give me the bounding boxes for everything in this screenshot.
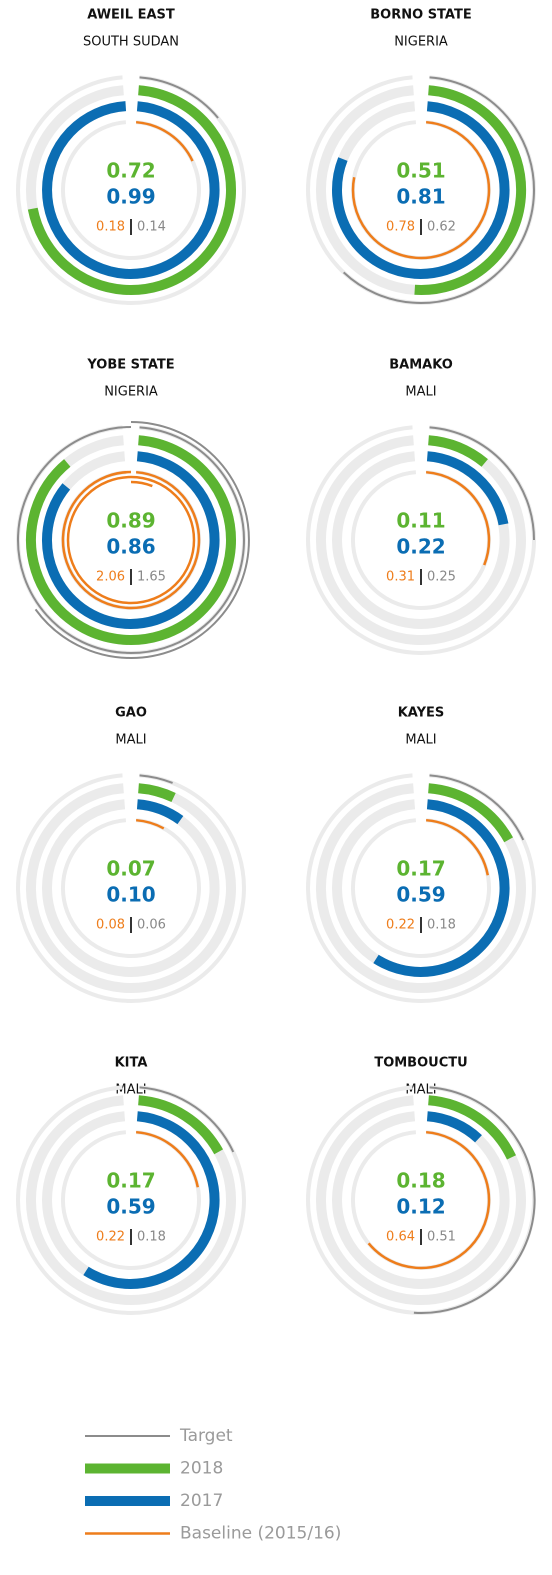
arc-target: [17, 421, 250, 660]
value-baseline: 2.06: [96, 570, 125, 585]
ring-background: [60, 818, 201, 958]
arc-target: [342, 76, 535, 305]
chart-title: YOBE STATE: [86, 358, 174, 373]
value-2017: 0.59: [106, 1195, 155, 1219]
arc-target: [139, 1086, 235, 1153]
arc-baseline: [426, 470, 491, 566]
ring-background: [25, 783, 236, 993]
value-2017: 0.81: [396, 185, 445, 209]
arc-baseline: [136, 120, 194, 162]
legend-label: Baseline (2015/16): [180, 1524, 341, 1544]
arc-target: [429, 774, 525, 841]
value-2017: 0.22: [396, 535, 445, 559]
arc-target: [413, 1086, 536, 1315]
value-baseline: 0.08: [96, 918, 125, 933]
value-2018: 0.17: [106, 1169, 155, 1193]
arc-2017: [332, 101, 510, 279]
ring-background: [16, 75, 246, 305]
chart-title: AWEIL EAST: [87, 8, 175, 23]
value-baseline: 0.78: [386, 220, 415, 235]
chart-subtitle: SOUTH SUDAN: [83, 35, 179, 50]
arc-2018: [26, 435, 236, 645]
arc-target: [139, 774, 173, 784]
arc-2017: [426, 451, 509, 526]
arc-2018: [27, 85, 236, 295]
value-2017: 0.59: [396, 883, 445, 907]
chart-subtitle: MALI: [115, 1083, 146, 1098]
value-2017: 0.10: [106, 883, 155, 907]
legend-label: 2018: [180, 1459, 223, 1479]
value-2017: 0.12: [396, 1195, 445, 1219]
arc-2017: [426, 1111, 482, 1143]
value-baseline: 0.22: [96, 1230, 125, 1245]
value-2018: 0.07: [106, 857, 155, 881]
value-target: 0.51: [427, 1230, 456, 1245]
value-2018: 0.72: [106, 159, 155, 183]
arc-baseline: [426, 818, 490, 876]
ring-background: [315, 435, 526, 645]
arc-target: [429, 426, 535, 541]
arc-2018: [414, 85, 527, 295]
value-target: 1.65: [137, 570, 166, 585]
ring-background: [42, 799, 220, 977]
chart-subtitle: MALI: [405, 733, 436, 748]
value-2018: 0.89: [106, 509, 155, 533]
value-2018: 0.18: [396, 1169, 445, 1193]
arc-2018: [428, 435, 488, 467]
arc-2018: [138, 1095, 224, 1155]
chart-title: BORNO STATE: [370, 8, 471, 23]
value-target: 0.14: [137, 220, 166, 235]
value-baseline: 0.18: [96, 220, 125, 235]
ring-background: [332, 1111, 510, 1289]
value-target: 0.25: [427, 570, 456, 585]
arc-baseline: [136, 1130, 200, 1188]
value-2018: 0.11: [396, 509, 445, 533]
chart-title: GAO: [115, 706, 147, 721]
value-2017: 0.99: [106, 185, 155, 209]
arc-2017: [42, 101, 220, 279]
arc-2017: [83, 1111, 220, 1289]
arc-2017: [136, 799, 184, 825]
chart-title: KITA: [115, 1056, 148, 1071]
value-2017: 0.86: [106, 535, 155, 559]
value-2018: 0.17: [396, 857, 445, 881]
value-target: 0.18: [427, 918, 456, 933]
arc-2018: [428, 1095, 517, 1160]
chart-subtitle: NIGERIA: [104, 385, 158, 400]
chart-title: TOMBOUCTU: [374, 1056, 467, 1071]
arc-2017: [373, 799, 510, 977]
arc-2017: [42, 451, 220, 629]
arc-2018: [428, 783, 514, 843]
value-target: 0.18: [137, 1230, 166, 1245]
value-baseline: 0.64: [386, 1230, 415, 1245]
value-baseline: 0.22: [386, 918, 415, 933]
legend-label: 2017: [180, 1491, 223, 1511]
value-baseline: 0.31: [386, 570, 415, 585]
value-target: 0.62: [427, 220, 456, 235]
arc-baseline: [351, 120, 491, 260]
chart-title: BAMAKO: [389, 358, 453, 373]
chart-title: KAYES: [398, 706, 445, 721]
ring-background: [16, 773, 246, 1003]
arc-baseline: [136, 818, 165, 830]
chart-subtitle: MALI: [405, 385, 436, 400]
arc-target: [139, 76, 219, 119]
value-2018: 0.51: [396, 159, 445, 183]
arc-baseline: [367, 1130, 491, 1270]
chart-subtitle: NIGERIA: [394, 35, 448, 50]
arc-2018: [138, 783, 176, 803]
legend-label: Target: [179, 1426, 233, 1446]
chart-subtitle: MALI: [405, 1083, 436, 1098]
arc-baseline: [61, 470, 201, 610]
chart-subtitle: MALI: [115, 733, 146, 748]
value-target: 0.06: [137, 918, 166, 933]
